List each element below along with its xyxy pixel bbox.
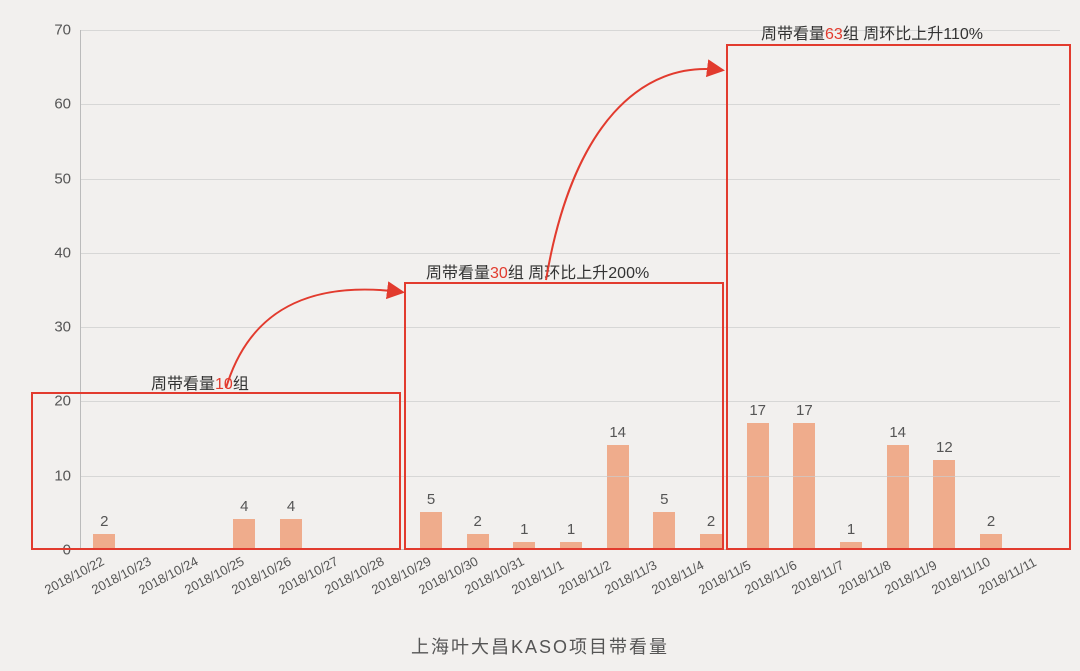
caption-prefix: 周带看量 — [151, 376, 215, 393]
y-tick-label: 20 — [54, 393, 81, 410]
gridline — [81, 179, 1060, 180]
x-tick-label: 2018/11/5 — [696, 557, 753, 597]
bar-value-label: 1 — [520, 521, 528, 542]
bar-value-label: 4 — [240, 498, 248, 519]
y-tick-label: 60 — [54, 96, 81, 113]
bars-layer: 244521114521717114122 — [81, 30, 1060, 549]
caption-value: 30 — [490, 265, 508, 282]
bar: 2 — [467, 534, 489, 549]
group-caption: 周带看量30组 周环比上升200% — [426, 259, 649, 283]
bar: 17 — [793, 423, 815, 549]
caption-prefix: 周带看量 — [426, 265, 490, 282]
gridline — [81, 327, 1060, 328]
bar: 4 — [233, 519, 255, 549]
bar-value-label: 17 — [796, 402, 813, 423]
x-tick-label: 2018/11/2 — [556, 557, 613, 597]
bar: 1 — [560, 542, 582, 549]
bar-value-label: 2 — [473, 513, 481, 534]
bar: 5 — [420, 512, 442, 549]
bar: 14 — [887, 445, 909, 549]
bar-value-label: 17 — [749, 402, 766, 423]
bar-value-label: 4 — [287, 498, 295, 519]
bar: 2 — [700, 534, 722, 549]
bar: 12 — [933, 460, 955, 549]
bar-value-label: 5 — [660, 491, 668, 512]
gridline — [81, 401, 1060, 402]
bar-value-label: 2 — [100, 513, 108, 534]
bar: 2 — [980, 534, 1002, 549]
chart-container: 244521114521717114122 010203040506070201… — [0, 0, 1080, 671]
caption-value: 63 — [825, 26, 843, 43]
caption-extra: 周环比上升110% — [859, 26, 983, 43]
gridline — [81, 104, 1060, 105]
caption-unit: 组 — [508, 265, 524, 282]
plot-area: 244521114521717114122 010203040506070201… — [80, 30, 1060, 550]
bar: 4 — [280, 519, 302, 549]
y-tick-label: 10 — [54, 467, 81, 484]
gridline — [81, 253, 1060, 254]
y-tick-label: 50 — [54, 170, 81, 187]
bar-value-label: 14 — [609, 424, 626, 445]
x-tick-label: 2018/11/7 — [789, 557, 846, 597]
caption-unit: 组 — [233, 376, 249, 393]
x-tick-label: 2018/11/6 — [742, 557, 799, 597]
bar-value-label: 1 — [567, 521, 575, 542]
bar: 14 — [607, 445, 629, 549]
caption-unit: 组 — [843, 26, 859, 43]
bar: 5 — [653, 512, 675, 549]
bar-value-label: 2 — [987, 513, 995, 534]
x-tick-label: 2018/11/8 — [836, 557, 893, 597]
bar-value-label: 12 — [936, 439, 953, 460]
chart-title: 上海叶大昌KASO项目带看量 — [411, 633, 669, 659]
bar-value-label: 14 — [889, 424, 906, 445]
bar-value-label: 2 — [707, 513, 715, 534]
gridline — [81, 476, 1060, 477]
bar-value-label: 1 — [847, 521, 855, 542]
y-tick-label: 0 — [63, 542, 81, 559]
caption-value: 10 — [215, 376, 233, 393]
x-tick-label: 2018/11/9 — [882, 557, 939, 597]
caption-extra: 周环比上升200% — [524, 265, 649, 282]
x-tick-label: 2018/11/3 — [602, 557, 659, 597]
bar: 2 — [93, 534, 115, 549]
bar-value-label: 5 — [427, 491, 435, 512]
bar: 1 — [513, 542, 535, 549]
x-tick-label: 2018/11/4 — [649, 557, 706, 597]
y-tick-label: 40 — [54, 244, 81, 261]
bar: 1 — [840, 542, 862, 549]
bar: 17 — [747, 423, 769, 549]
caption-prefix: 周带看量 — [761, 26, 825, 43]
group-caption: 周带看量63组 周环比上升110% — [761, 20, 983, 44]
y-tick-label: 70 — [54, 22, 81, 39]
y-tick-label: 30 — [54, 319, 81, 336]
group-caption: 周带看量10组 — [151, 370, 249, 394]
